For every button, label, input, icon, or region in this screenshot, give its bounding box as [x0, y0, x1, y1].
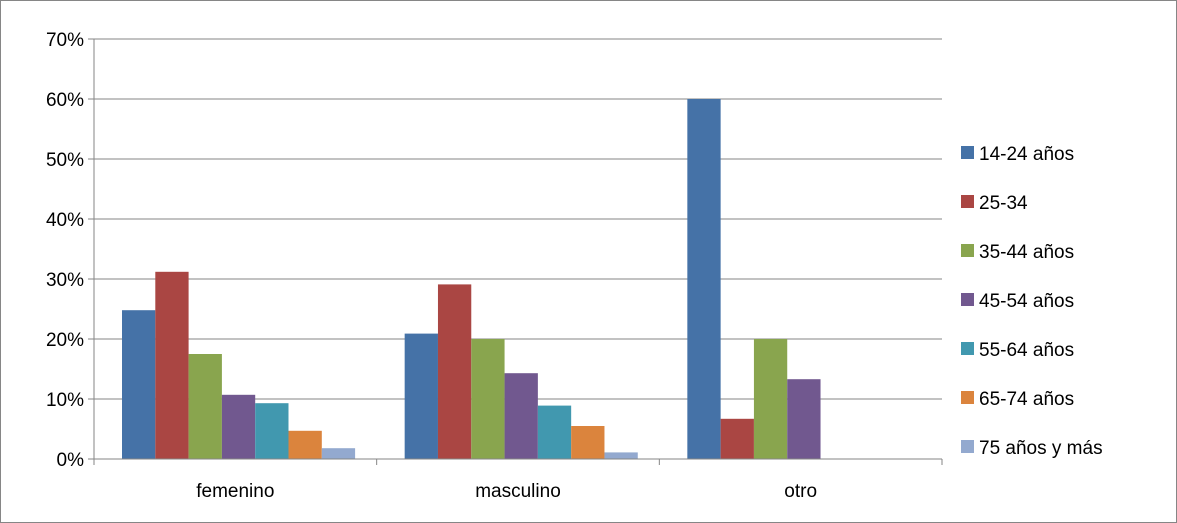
bars	[122, 99, 821, 459]
legend-swatch	[961, 440, 974, 453]
tick-labels: 0% 10% 20% 30% 40% 50% 60% 70% femenino masculino…	[46, 30, 817, 502]
y-tick-label: 10%	[46, 390, 84, 411]
legend-swatch	[961, 391, 974, 404]
bar	[504, 373, 538, 459]
bar	[188, 354, 222, 459]
y-tick-label: 40%	[46, 210, 84, 231]
bar	[537, 405, 572, 459]
x-tick-label: masculino	[475, 481, 561, 502]
bar	[288, 430, 322, 459]
y-tick-label: 50%	[46, 150, 84, 171]
legend: 14-24 años 25-34 35-44 años 45-54 años 55-64…	[961, 144, 1103, 459]
legend-swatch	[961, 195, 974, 208]
legend-item: 45-54 años	[961, 291, 1074, 312]
legend-swatch	[961, 293, 974, 306]
bar	[787, 379, 821, 459]
bar	[687, 99, 721, 459]
legend-item: 35-44 años	[961, 242, 1074, 263]
bar	[471, 339, 505, 459]
legend-label: 65-74 años	[979, 389, 1074, 410]
legend-item: 55-64 años	[961, 340, 1074, 361]
x-tick-label: otro	[784, 481, 817, 502]
bar	[720, 418, 754, 459]
legend-label: 35-44 años	[979, 242, 1074, 263]
x-tick-label: femenino	[196, 481, 274, 502]
bar	[437, 284, 472, 459]
legend-swatch	[961, 244, 974, 257]
gridlines	[94, 38, 942, 400]
axes	[88, 38, 943, 465]
legend-label: 25-34	[979, 193, 1028, 214]
bar	[155, 271, 189, 459]
legend-item: 25-34	[961, 193, 1028, 214]
y-tick-label: 60%	[46, 90, 84, 111]
bar	[255, 403, 289, 459]
bar	[221, 394, 256, 459]
y-tick-label: 0%	[57, 450, 85, 471]
y-tick-label: 20%	[46, 330, 84, 351]
y-tick-label: 70%	[46, 30, 84, 51]
legend-swatch	[961, 342, 974, 355]
legend-item: 75 años y más	[961, 438, 1103, 459]
legend-label: 45-54 años	[979, 291, 1074, 312]
bar	[571, 426, 605, 459]
legend-item: 14-24 años	[961, 144, 1074, 165]
bar	[404, 333, 438, 459]
legend-item: 65-74 años	[961, 389, 1074, 410]
legend-swatch	[961, 146, 974, 159]
bar	[753, 339, 788, 459]
legend-label: 55-64 años	[979, 340, 1074, 361]
bar	[604, 452, 638, 459]
legend-label: 14-24 años	[979, 144, 1074, 165]
legend-label: 75 años y más	[979, 438, 1103, 459]
bar	[122, 310, 156, 459]
bar	[321, 448, 356, 459]
y-tick-label: 30%	[46, 270, 84, 291]
